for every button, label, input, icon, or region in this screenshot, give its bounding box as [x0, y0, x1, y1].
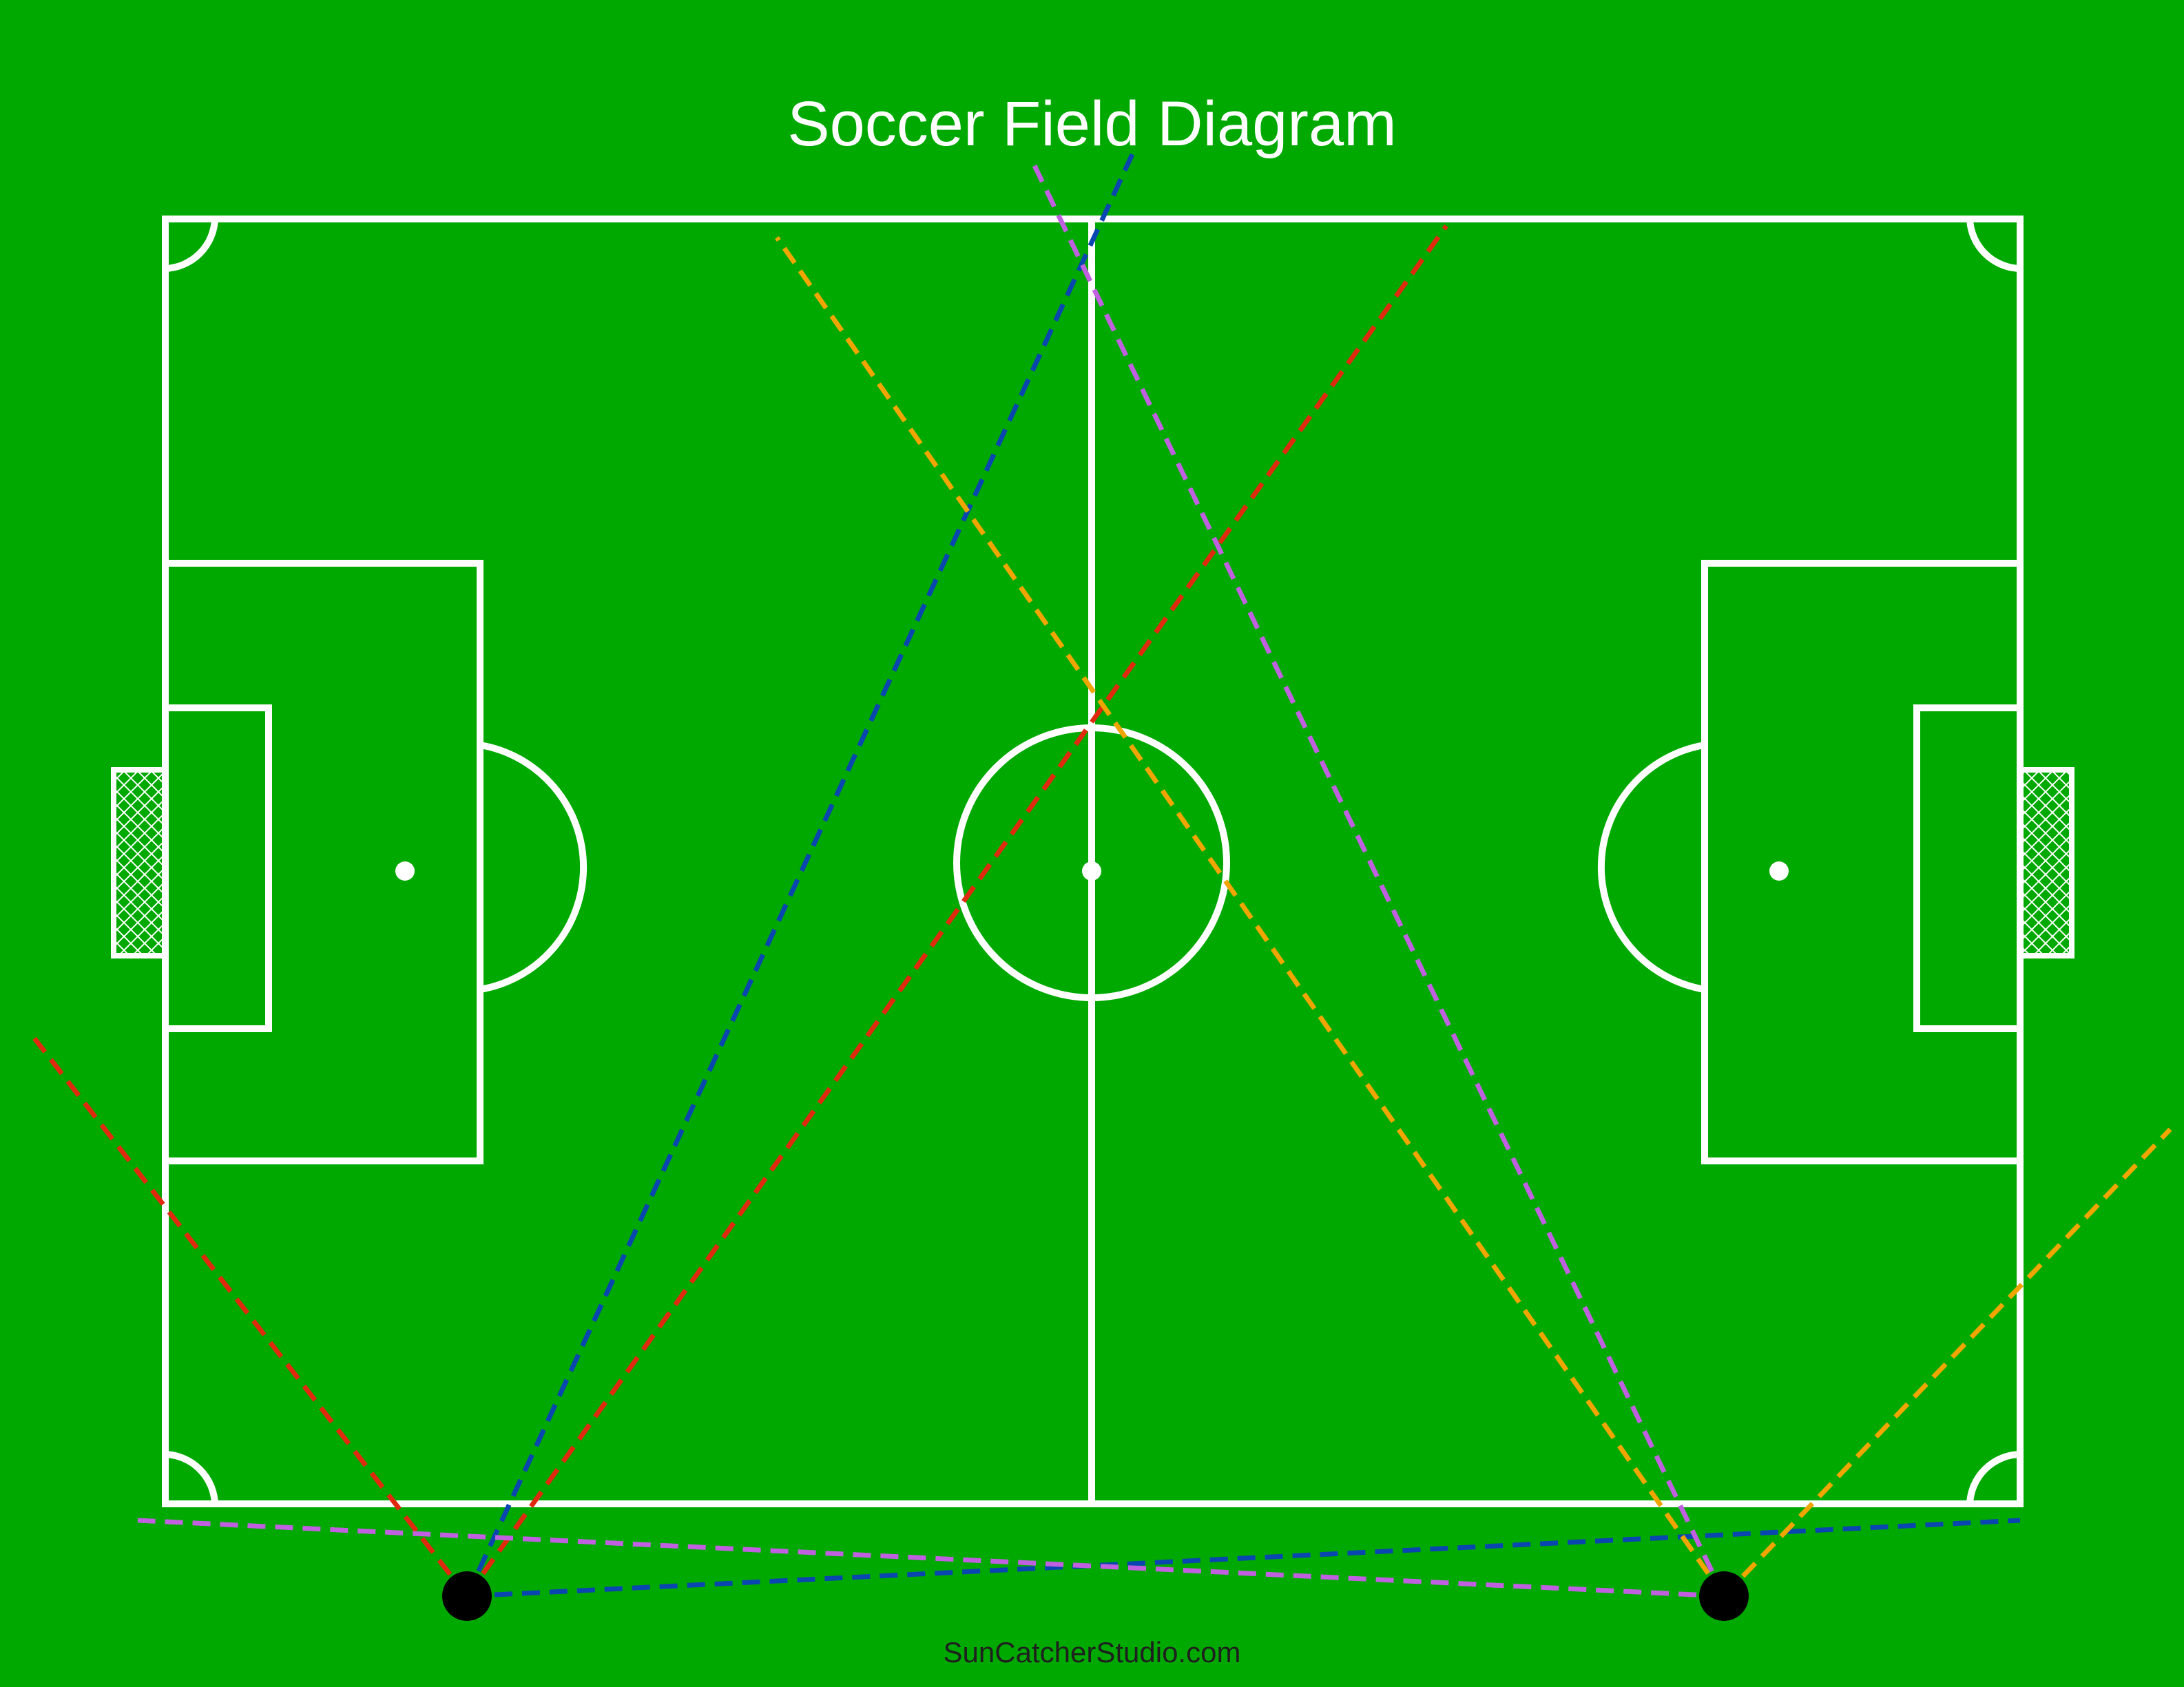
sightline-orange-right-outer — [1724, 1129, 2170, 1596]
corner-arc-bottom-left — [165, 1454, 215, 1504]
right-penalty-spot — [1769, 861, 1789, 881]
sightline-purple-right-lower — [138, 1520, 1724, 1596]
left-goal — [114, 770, 165, 956]
corner-arc-top-right — [1970, 219, 2020, 269]
right-penalty-arc — [1601, 745, 1705, 989]
left-penalty-arc — [480, 745, 583, 989]
left-penalty-spot — [395, 861, 415, 881]
camera-marker-left — [442, 1571, 492, 1621]
sightline-red-left-inner — [467, 226, 1446, 1596]
sightline-purple-right-upper — [1030, 157, 1724, 1596]
left-goal-area — [165, 708, 269, 1029]
corner-arc-top-left — [165, 219, 215, 269]
corner-arc-bottom-right — [1970, 1454, 2020, 1504]
right-goal-area — [1917, 708, 2020, 1029]
center-spot — [1082, 861, 1101, 881]
right-penalty-area — [1705, 563, 2020, 1161]
left-penalty-area — [165, 563, 480, 1161]
sightline-red-left-outer — [34, 1038, 467, 1596]
sightline-blue-left-upper — [467, 153, 1133, 1596]
camera-marker-right — [1699, 1571, 1749, 1621]
sightline-orange-right-inner — [777, 238, 1724, 1596]
credit-text: SunCatcherStudio.com — [0, 1636, 2184, 1669]
diagram-title: Soccer Field Diagram — [0, 88, 2184, 160]
right-goal — [2020, 770, 2072, 956]
